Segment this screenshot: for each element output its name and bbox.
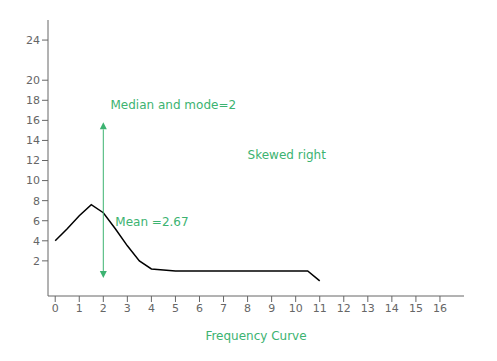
svg-text:1: 1 [76, 302, 83, 315]
svg-text:10: 10 [289, 302, 303, 315]
svg-text:8: 8 [244, 302, 251, 315]
svg-text:8: 8 [33, 195, 40, 208]
svg-text:Frequency Curve: Frequency Curve [205, 329, 306, 343]
svg-text:4: 4 [148, 302, 155, 315]
svg-text:15: 15 [409, 302, 423, 315]
svg-text:Skewed right: Skewed right [248, 148, 327, 162]
svg-text:2: 2 [100, 302, 107, 315]
svg-text:18: 18 [26, 94, 40, 107]
svg-text:2: 2 [33, 255, 40, 268]
svg-text:14: 14 [26, 134, 40, 147]
svg-text:9: 9 [268, 302, 275, 315]
svg-text:13: 13 [361, 302, 375, 315]
svg-text:16: 16 [433, 302, 447, 315]
svg-text:11: 11 [313, 302, 327, 315]
svg-text:12: 12 [26, 154, 40, 167]
svg-text:4: 4 [33, 235, 40, 248]
svg-text:6: 6 [33, 215, 40, 228]
svg-text:Median and mode=2: Median and mode=2 [111, 98, 237, 112]
svg-text:20: 20 [26, 74, 40, 87]
svg-text:Mean =2.67: Mean =2.67 [115, 215, 188, 229]
svg-text:12: 12 [337, 302, 351, 315]
svg-text:6: 6 [196, 302, 203, 315]
svg-text:5: 5 [172, 302, 179, 315]
svg-text:14: 14 [385, 302, 399, 315]
svg-text:7: 7 [220, 302, 227, 315]
svg-text:10: 10 [26, 174, 40, 187]
svg-text:24: 24 [26, 34, 40, 47]
svg-text:16: 16 [26, 114, 40, 127]
svg-text:0: 0 [52, 302, 59, 315]
svg-text:3: 3 [124, 302, 131, 315]
